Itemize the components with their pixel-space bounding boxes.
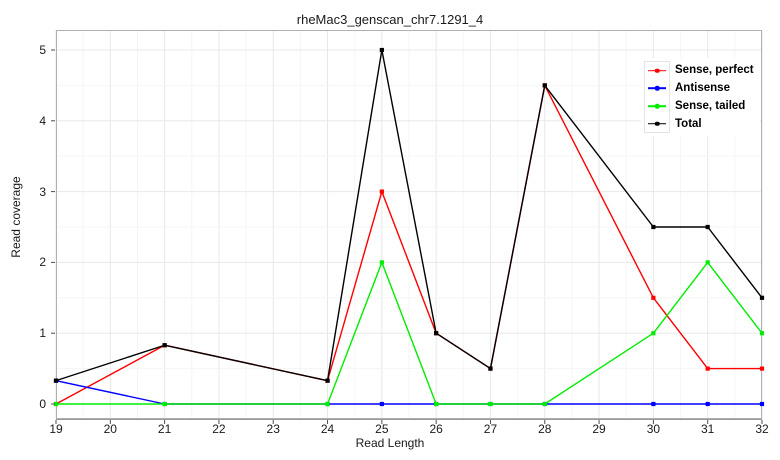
y-tick-label: 4 <box>39 113 46 128</box>
data-point <box>705 224 710 230</box>
x-axis-label: Read Length <box>355 436 425 450</box>
y-tick-label: 1 <box>39 326 46 341</box>
x-tick-label: 19 <box>49 422 63 436</box>
legend-item-sense-perfect: Sense, perfect <box>644 61 754 79</box>
data-point <box>379 189 384 194</box>
x-tick-label: 21 <box>157 422 172 436</box>
legend-key-sense-perfect-icon <box>644 61 670 79</box>
data-point <box>325 378 330 383</box>
y-tick-label: 5 <box>39 43 46 57</box>
data-point <box>651 295 656 300</box>
x-tick-label: 20 <box>103 422 117 436</box>
legend-item-sense-tailed: Sense, tailed <box>644 97 754 115</box>
x-tick-label: 22 <box>212 422 226 436</box>
data-point <box>379 47 384 53</box>
x-tick-label: 26 <box>429 422 443 436</box>
data-point <box>434 401 439 407</box>
legend-label: Sense, tailed <box>675 100 746 112</box>
legend-label: Antisense <box>675 82 730 94</box>
legend-key-total-icon <box>644 115 670 133</box>
x-tick-label: 28 <box>538 422 552 436</box>
data-point <box>759 401 765 407</box>
series-sense-tailed <box>53 260 765 407</box>
data-point <box>759 295 765 300</box>
x-tick-label: 23 <box>266 422 280 436</box>
x-tick-label: 29 <box>592 422 606 436</box>
data-point <box>325 401 330 407</box>
axis-lines <box>51 49 763 424</box>
data-point <box>542 401 547 407</box>
y-tick-label: 0 <box>39 397 46 411</box>
data-point <box>759 331 765 336</box>
x-tick-label: 27 <box>483 422 498 436</box>
x-tick-label: 25 <box>375 422 389 436</box>
data-point <box>162 343 167 348</box>
data-point <box>542 83 547 88</box>
x-tick-label: 31 <box>701 422 715 436</box>
data-point <box>651 401 656 407</box>
plot-border <box>56 30 762 419</box>
x-tick-label: 30 <box>646 422 661 436</box>
legend-item-total: Total <box>644 115 754 133</box>
data-point <box>53 378 59 383</box>
x-tick-label: 32 <box>755 422 769 436</box>
data-point <box>759 366 765 371</box>
data-point <box>705 366 710 371</box>
legend-item-antisense: Antisense <box>644 79 754 97</box>
legend-label: Sense, perfect <box>675 64 754 76</box>
legend-label: Total <box>675 118 702 130</box>
legend-key-sense-tailed-icon <box>644 97 670 115</box>
data-point <box>651 224 656 230</box>
x-tick-label: 24 <box>320 422 335 436</box>
data-point <box>53 401 59 407</box>
data-point <box>705 260 710 265</box>
data-point <box>651 331 656 336</box>
series-total <box>53 47 765 383</box>
data-point <box>488 401 493 407</box>
data-point <box>379 401 384 407</box>
data-point <box>434 331 439 336</box>
data-point <box>705 401 710 407</box>
y-tick-label: 3 <box>39 184 46 199</box>
y-tick-label: 2 <box>39 255 46 270</box>
data-point <box>488 366 493 371</box>
legend-key-antisense-icon <box>644 79 670 97</box>
chart-legend: Sense, perfect Antisense Sense, tailed Tota… <box>641 58 760 136</box>
data-point <box>162 401 167 407</box>
chart-title: rheMac3_genscan_chr7.1291_4 <box>296 12 484 27</box>
data-point <box>379 260 384 265</box>
